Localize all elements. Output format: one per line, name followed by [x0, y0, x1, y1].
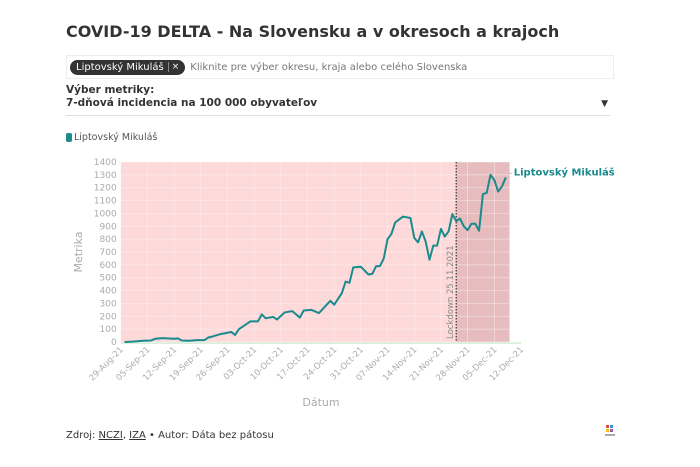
region-selector[interactable]: Liptovský Mikuláš × Kliknite pre výber ok… [66, 55, 614, 79]
y-axis-title: Metrika [72, 231, 85, 272]
logo-icon [605, 425, 615, 436]
y-tick-label: 200 [100, 312, 117, 322]
source-prefix: Zdroj: [66, 430, 99, 441]
y-tick-label: 800 [100, 235, 117, 245]
x-axis-title: Dátum [302, 396, 339, 409]
legend-label: Liptovský Mikuláš [74, 132, 158, 143]
author-text: • Autor: Dáta bez pátosu [145, 430, 274, 441]
chevron-down-icon: ▼ [601, 99, 608, 109]
y-tick-label: 600 [100, 261, 117, 271]
y-tick-label: 1100 [94, 197, 117, 207]
page-title: COVID-19 DELTA - Na Slovensku a v okreso… [66, 22, 560, 41]
metric-dropdown[interactable]: 7-dňová incidencia na 100 000 obyvateľov… [66, 97, 610, 116]
y-tick-label: 500 [100, 274, 117, 284]
source-link-nczi[interactable]: NCZI [98, 430, 123, 441]
baseline-band [120, 342, 521, 344]
footer: Zdroj: NCZI, IZA • Autor: Dáta bez pátos… [66, 430, 274, 441]
y-tick-label: 900 [100, 222, 117, 232]
y-tick-label: 0 [111, 338, 117, 348]
selected-region-chip: Liptovský Mikuláš × [70, 59, 186, 75]
source-link-iza[interactable]: IZA [129, 430, 146, 441]
y-tick-label: 1200 [94, 184, 117, 194]
y-tick-label: 300 [100, 299, 117, 309]
y-tick-label: 700 [100, 248, 117, 258]
metric-value: 7-dňová incidencia na 100 000 obyvateľov [66, 97, 318, 109]
y-tick-label: 1000 [94, 209, 117, 219]
region-search-input[interactable]: Kliknite pre výber okresu, kraja alebo c… [190, 61, 468, 73]
remove-chip-icon[interactable]: × [167, 62, 179, 72]
chip-label: Liptovský Mikuláš [76, 61, 164, 73]
legend-swatch [66, 133, 72, 142]
y-tick-label: 100 [100, 325, 117, 335]
series-end-label: Liptovský Mikuláš [514, 166, 615, 178]
y-tick-label: 1400 [94, 158, 117, 168]
y-tick-label: 400 [100, 287, 117, 297]
lockdown-annotation: Lockdown 25.11.2021 [446, 245, 456, 339]
metric-label: Výber metriky: [66, 84, 155, 96]
source-sep: , [122, 430, 130, 441]
y-tick-label: 1300 [94, 171, 117, 181]
series-label-dash: - [509, 168, 512, 178]
legend-item[interactable]: Liptovský Mikuláš [66, 132, 157, 143]
